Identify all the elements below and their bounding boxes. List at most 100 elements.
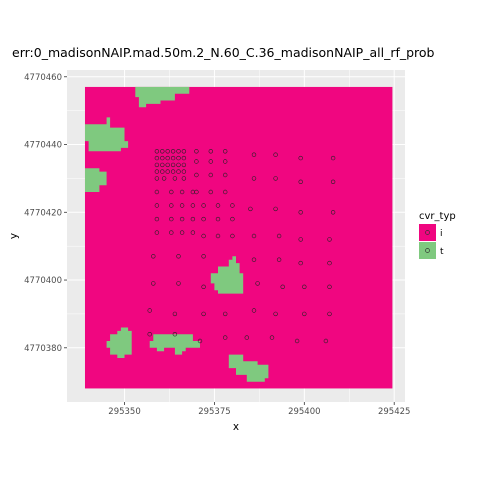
- data-point-i-9: [170, 155, 176, 161]
- data-point-i-31: [190, 189, 196, 195]
- data-point-i-6: [154, 155, 160, 161]
- data-point-i-4: [176, 149, 181, 154]
- y-tick-label: 4770460: [24, 73, 62, 83]
- data-point-i-77: [251, 233, 257, 239]
- data-point-i-34: [179, 203, 185, 208]
- data-point-i-25: [161, 176, 167, 181]
- legend-label-t: t: [440, 247, 444, 257]
- data-point-i-14: [165, 162, 170, 168]
- data-point-i-18: [154, 169, 160, 174]
- data-point-i-96: [323, 338, 329, 344]
- data-point-i-20: [165, 169, 170, 174]
- data-point-i-50: [194, 172, 199, 178]
- data-point-i-38: [179, 216, 185, 222]
- x-tick-label: 295375: [198, 407, 230, 417]
- data-point-i-83: [298, 260, 303, 266]
- raster-patch-t-4: [106, 327, 132, 358]
- data-point-i-35: [190, 203, 196, 208]
- data-point-i-71: [298, 179, 303, 185]
- data-point-i-36: [154, 216, 160, 222]
- data-point-i-43: [190, 230, 196, 235]
- data-point-i-30: [179, 189, 185, 195]
- data-point-i-101: [176, 281, 181, 286]
- data-point-i-0: [154, 149, 160, 154]
- data-point-i-26: [172, 176, 178, 181]
- data-point-i-108: [172, 332, 178, 337]
- data-point-i-10: [176, 155, 181, 161]
- data-point-i-53: [194, 189, 199, 195]
- sample-points: [147, 149, 336, 344]
- data-point-i-39: [190, 216, 196, 222]
- data-point-i-27: [181, 176, 187, 181]
- data-point-i-62: [201, 233, 206, 239]
- data-point-i-52: [223, 172, 228, 178]
- data-point-i-102: [201, 284, 206, 289]
- data-point-i-63: [215, 233, 221, 239]
- data-point-i-88: [327, 284, 332, 289]
- data-point-i-66: [273, 152, 278, 157]
- data-point-i-105: [201, 311, 206, 317]
- data-point-i-68: [330, 155, 336, 161]
- data-point-i-23: [181, 169, 187, 174]
- data-point-i-91: [302, 311, 307, 317]
- data-point-i-32: [154, 203, 160, 208]
- data-point-i-89: [251, 308, 257, 313]
- data-point-i-29: [169, 189, 174, 195]
- x-axis-label: x: [233, 421, 239, 433]
- data-point-i-28: [154, 189, 160, 195]
- x-tick-label: 295425: [378, 407, 410, 417]
- y-axis-label: y: [8, 233, 20, 239]
- data-point-i-98: [176, 254, 181, 259]
- legend-title: cvr_typ: [419, 211, 456, 222]
- data-point-i-60: [215, 216, 221, 222]
- data-point-i-104: [172, 311, 178, 317]
- data-point-i-7: [160, 155, 165, 161]
- y-tick-label: 4770440: [24, 141, 62, 151]
- data-point-i-1: [160, 149, 165, 154]
- data-point-i-51: [208, 172, 214, 178]
- raster-patch-t-0: [135, 86, 190, 108]
- data-point-i-48: [208, 159, 214, 164]
- data-point-i-44: [194, 149, 199, 154]
- data-point-i-109: [197, 338, 203, 344]
- data-point-i-92: [327, 311, 332, 317]
- data-point-i-8: [165, 155, 170, 161]
- data-point-i-74: [273, 206, 278, 212]
- data-point-i-12: [154, 162, 160, 168]
- data-point-i-72: [330, 179, 336, 185]
- data-point-i-13: [160, 162, 165, 168]
- data-point-i-81: [251, 257, 257, 262]
- data-point-i-24: [154, 176, 160, 181]
- data-point-i-73: [248, 206, 253, 212]
- data-point-i-87: [302, 284, 307, 289]
- data-point-i-78: [276, 233, 282, 239]
- data-point-i-15: [170, 162, 176, 168]
- data-point-i-79: [298, 237, 303, 242]
- x-tick-label: 295400: [288, 407, 320, 417]
- data-point-i-2: [165, 149, 170, 154]
- legend-key-i: [419, 224, 436, 241]
- x-tick-label: 295350: [108, 407, 140, 417]
- x-axis-ticks: 295350 295375 295400 295425: [108, 402, 410, 417]
- data-point-i-107: [147, 332, 152, 337]
- y-tick-label: 4770380: [24, 344, 62, 354]
- data-point-i-59: [201, 216, 206, 222]
- raster-patch-t-1: [85, 117, 129, 152]
- data-point-i-82: [276, 257, 282, 262]
- data-point-i-5: [181, 149, 187, 154]
- data-point-i-69: [251, 176, 257, 181]
- raster-patch-t-2: [85, 168, 107, 192]
- data-point-i-90: [273, 311, 278, 317]
- data-point-i-40: [154, 230, 160, 235]
- data-point-i-75: [298, 210, 303, 215]
- data-point-i-21: [170, 169, 176, 174]
- data-point-i-47: [194, 159, 199, 164]
- data-point-i-95: [294, 338, 300, 344]
- data-point-i-97: [151, 254, 156, 259]
- y-tick-label: 4770420: [24, 208, 62, 218]
- data-point-i-54: [208, 189, 214, 195]
- data-point-i-76: [330, 210, 336, 215]
- legend-label-i: i: [440, 229, 443, 239]
- data-point-i-70: [273, 176, 278, 181]
